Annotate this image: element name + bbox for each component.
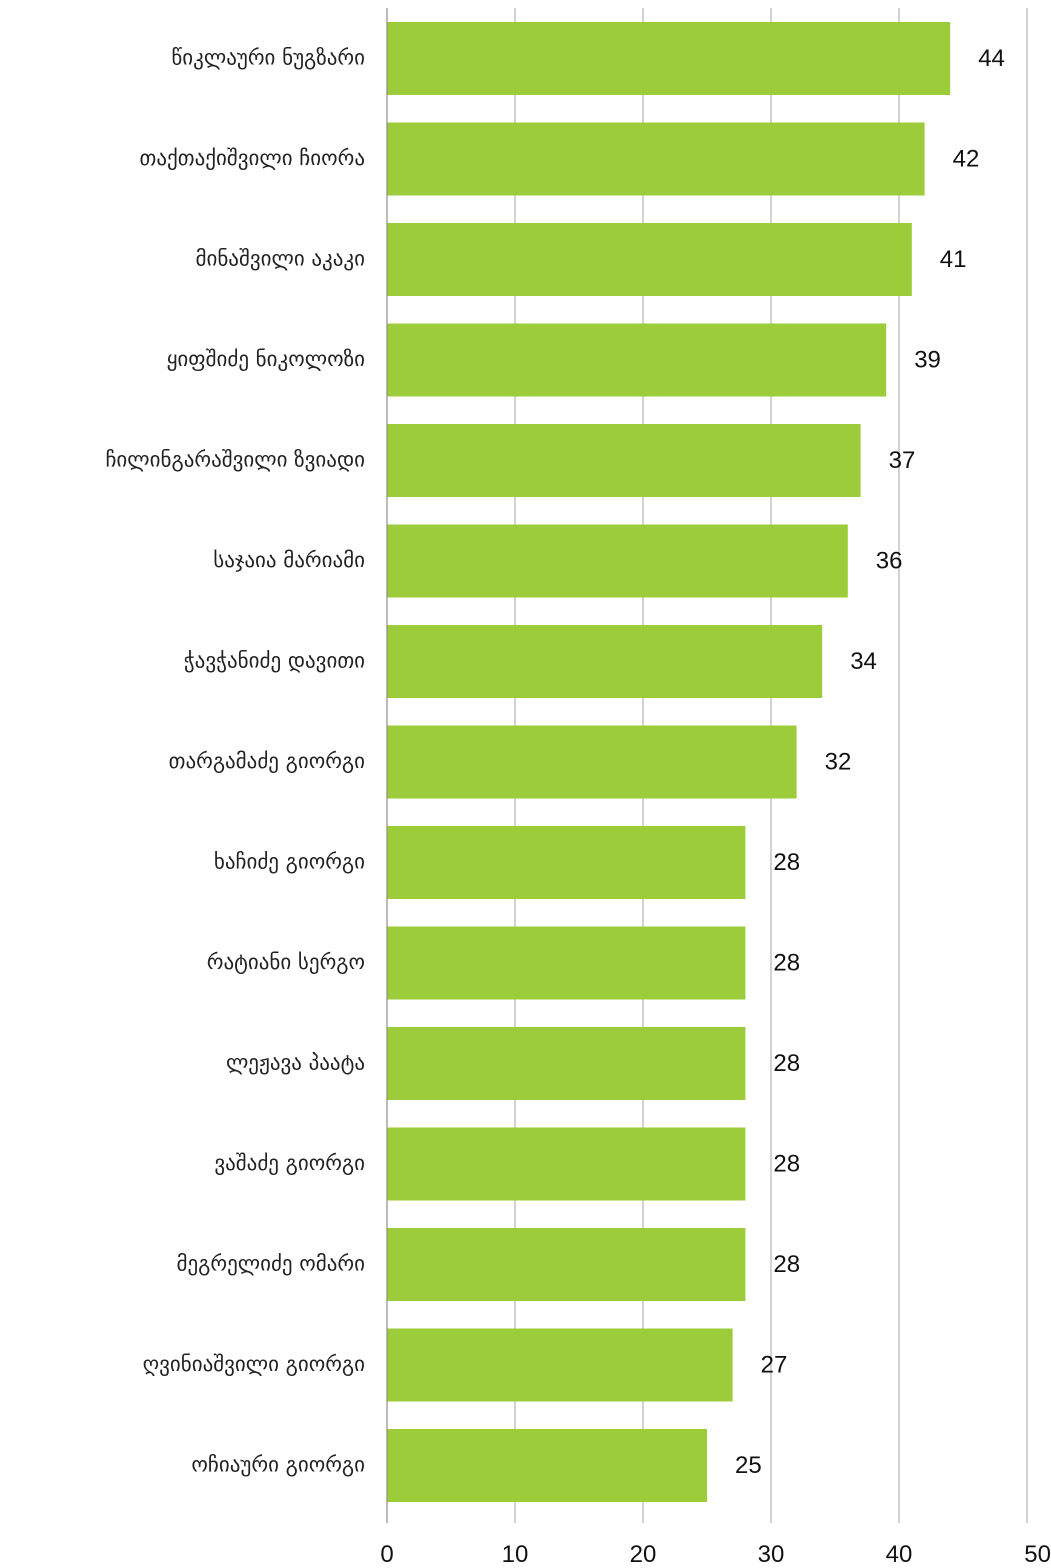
- category-label: ხაჩიძე გიორგი: [214, 850, 365, 874]
- bar: [387, 424, 861, 497]
- value-label: 34: [850, 648, 877, 675]
- bar: [387, 323, 887, 397]
- bar: [387, 1027, 746, 1100]
- category-label: თარგამაძე გიორგი: [169, 749, 365, 773]
- bar: [387, 1328, 733, 1402]
- x-tick-labels: 0 10 20 30 40 50: [380, 1541, 1051, 1568]
- category-label: ვაშაძე გიორგი: [214, 1151, 365, 1175]
- value-label: 27: [761, 1351, 788, 1378]
- value-label: 44: [978, 45, 1005, 72]
- value-label: 32: [825, 748, 852, 775]
- category-label: მინაშვილი აკაკი: [195, 247, 365, 271]
- value-label: 28: [773, 949, 800, 976]
- bar: [387, 1127, 746, 1201]
- category-label: მეგრელიძე ომარი: [177, 1252, 365, 1276]
- category-label: რატიანი სერგო: [207, 950, 365, 974]
- x-tick-label: 0: [380, 1541, 393, 1568]
- bar: [387, 22, 951, 95]
- x-tick-label: 50: [1024, 1541, 1051, 1568]
- category-labels: წიკლაური ნუგზარი თაქთაქიშვილი ჩიორა მინაშვ…: [105, 46, 365, 1477]
- bar: [387, 725, 797, 799]
- bar: [387, 1429, 707, 1502]
- category-label: ოჩიაური გიორგი: [191, 1453, 365, 1477]
- category-label: ყიფშიძე ნიკოლოზი: [167, 347, 365, 371]
- bar: [387, 826, 746, 899]
- bar: [387, 625, 823, 698]
- x-tick-label: 40: [886, 1541, 913, 1568]
- value-label: 28: [773, 1150, 800, 1177]
- category-label: თაქთაქიშვილი ჩიორა: [140, 146, 366, 170]
- bars: [387, 22, 951, 1502]
- value-label: 41: [940, 246, 967, 273]
- bar: [387, 926, 746, 1000]
- bar: [387, 223, 912, 296]
- category-label: ღვინიაშვილი გიორგი: [143, 1352, 365, 1376]
- value-label: 36: [876, 547, 903, 574]
- value-label: 28: [773, 849, 800, 876]
- category-label: ჩილინგარაშვილი ზვიადი: [105, 448, 365, 472]
- value-label: 39: [914, 346, 941, 373]
- value-labels: 44 42 41 39 37 36 34 32 28 28 28 28 28 27 25: [735, 45, 1005, 1479]
- value-label: 28: [773, 1251, 800, 1278]
- x-tick-label: 30: [758, 1541, 785, 1568]
- category-label: ლეჟავა პაატა: [226, 1051, 365, 1075]
- category-label: ჭავჭანიძე დავითი: [184, 649, 365, 673]
- value-label: 37: [889, 447, 916, 474]
- bar: [387, 524, 848, 598]
- value-label: 25: [735, 1452, 762, 1479]
- x-tick-label: 20: [630, 1541, 657, 1568]
- category-label: საჯაია მარიამი: [213, 548, 365, 572]
- bar: [387, 1228, 746, 1301]
- value-label: 28: [773, 1050, 800, 1077]
- value-label: 42: [953, 145, 980, 172]
- x-tick-label: 10: [502, 1541, 529, 1568]
- bar: [387, 122, 925, 196]
- category-label: წიკლაური ნუგზარი: [171, 46, 365, 70]
